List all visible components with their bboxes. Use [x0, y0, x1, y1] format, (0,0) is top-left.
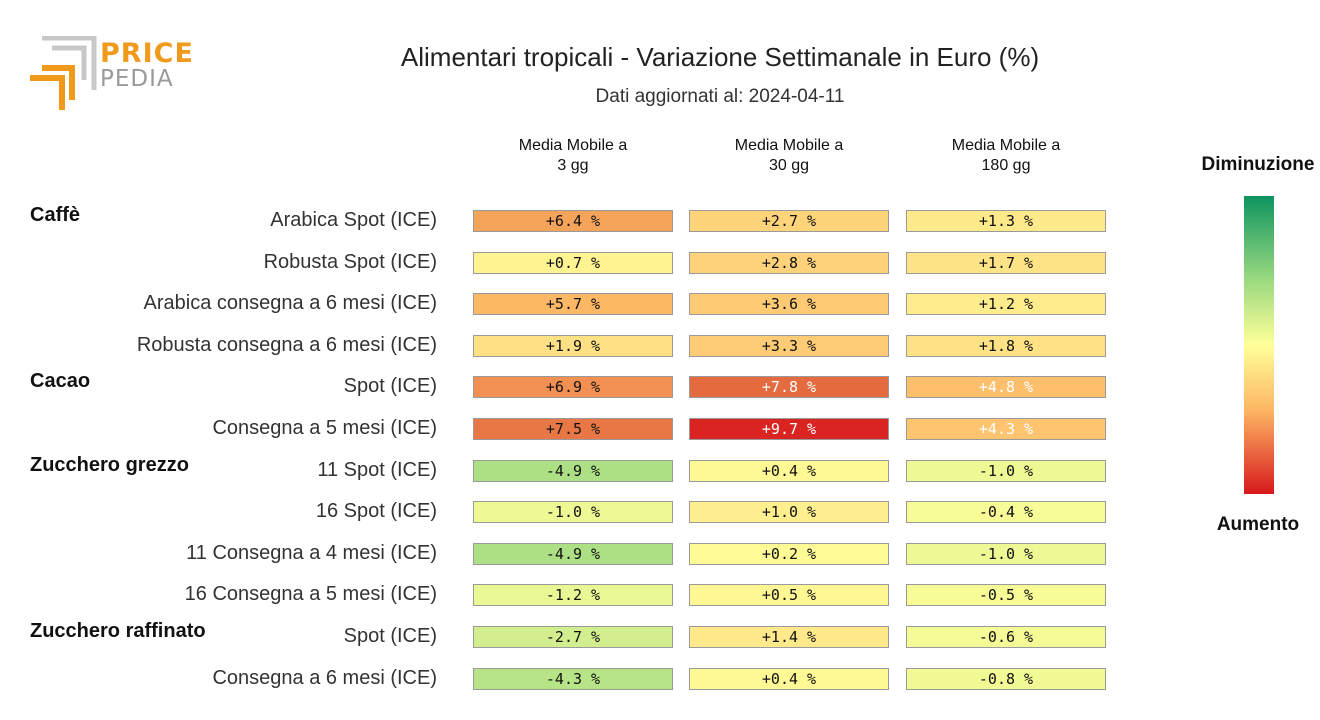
heatmap-cell: -0.5 % — [906, 584, 1106, 607]
heatmap-cell: -2.7 % — [473, 626, 673, 648]
row-label: Spot (ICE) — [343, 625, 437, 647]
group-label: Zucchero raffinato — [30, 620, 206, 642]
legend-top-label: Diminuzione — [1201, 154, 1315, 175]
heatmap-cell: +1.7 % — [906, 251, 1106, 274]
column-header: Media Mobile a 30 gg — [734, 137, 844, 174]
heatmap-cell: +7.8 % — [689, 376, 889, 399]
row-label: 16 Spot (ICE) — [315, 500, 437, 523]
heatmap-cell: +1.0 % — [689, 501, 889, 524]
heatmap-cell: -0.8 % — [906, 667, 1106, 690]
heatmap-cell: +1.3 % — [906, 210, 1106, 232]
heatmap-cell: +0.7 % — [473, 251, 673, 274]
heatmap-cell: -0.4 % — [906, 501, 1106, 524]
heatmap-cell: +3.3 % — [689, 334, 889, 357]
heatmap-cell: -1.2 % — [473, 584, 673, 607]
heatmap-cell: +4.3 % — [906, 418, 1106, 440]
row-label: 11 Consegna a 4 mesi (ICE) — [186, 541, 437, 564]
row-label: 11 Spot (ICE) — [317, 458, 437, 481]
heatmap-cell: -4.3 % — [473, 667, 673, 690]
heatmap-cell: -4.9 % — [473, 542, 673, 565]
legend-bottom-label: Aumento — [1216, 514, 1300, 535]
row-label: Consegna a 6 mesi (ICE) — [212, 666, 437, 689]
heatmap-cell: -1.0 % — [906, 542, 1106, 565]
heatmap-cell: +6.9 % — [473, 376, 673, 399]
color-scale-bar — [1244, 196, 1274, 494]
heatmap-cell: +0.4 % — [689, 667, 889, 690]
heatmap-cell: +2.7 % — [689, 210, 889, 232]
heatmap-cell: -4.9 % — [473, 459, 673, 482]
logo-word-pedia: PEDIA — [100, 66, 174, 92]
row-label: Spot (ICE) — [343, 375, 437, 398]
column-header: Media Mobile a 3 gg — [518, 137, 628, 174]
heatmap-cell: +0.5 % — [689, 584, 889, 607]
heatmap-cell: +1.8 % — [906, 334, 1106, 357]
heatmap-cell: +9.7 % — [689, 418, 889, 440]
group-label: Cacao — [30, 370, 91, 393]
logo-mark-icon — [30, 35, 97, 110]
row-label: Arabica consegna a 6 mesi (ICE) — [143, 292, 437, 315]
heatmap-cell: -1.0 % — [906, 459, 1106, 482]
group-label: Caffè — [30, 204, 81, 226]
logo-word-price: PRICE — [100, 38, 194, 69]
row-label: 16 Consegna a 5 mesi (ICE) — [184, 583, 437, 606]
heatmap-cell: +1.2 % — [906, 293, 1106, 316]
row-label: Robusta consegna a 6 mesi (ICE) — [136, 333, 437, 356]
heatmap-cell: +6.4 % — [473, 210, 673, 232]
chart-title: Alimentari tropicali - Variazione Settim… — [400, 42, 1040, 72]
heatmap-cell: +1.4 % — [689, 626, 889, 648]
heatmap-cell: -0.6 % — [906, 626, 1106, 648]
heatmap-cell: +2.8 % — [689, 251, 889, 274]
heatmap-cell: +0.4 % — [689, 459, 889, 482]
row-label: Arabica Spot (ICE) — [270, 209, 437, 231]
column-header: Media Mobile a 180 gg — [951, 137, 1061, 174]
row-label: Robusta Spot (ICE) — [263, 250, 437, 273]
heatmap-cell: -1.0 % — [473, 501, 673, 524]
heatmap-cell: +0.2 % — [689, 542, 889, 565]
pricepedia-logo: PRICE PEDIA — [28, 35, 193, 112]
heatmap-cell: +5.7 % — [473, 293, 673, 316]
heatmap-cell: +3.6 % — [689, 293, 889, 316]
group-label: Zucchero grezzo — [30, 453, 189, 476]
chart-subtitle: Dati aggiornati al: 2024-04-11 — [595, 86, 845, 107]
row-label: Consegna a 5 mesi (ICE) — [212, 417, 437, 439]
heatmap-cell: +7.5 % — [473, 418, 673, 440]
heatmap-cell: +1.9 % — [473, 334, 673, 357]
heatmap-cell: +4.8 % — [906, 376, 1106, 399]
